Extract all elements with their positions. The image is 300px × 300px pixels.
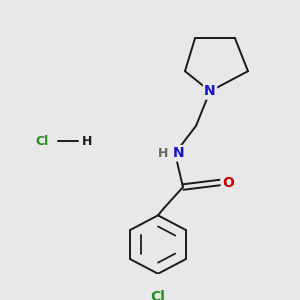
Text: H: H <box>82 135 92 148</box>
Text: O: O <box>222 176 234 190</box>
Text: Cl: Cl <box>151 290 165 300</box>
Text: H: H <box>158 147 168 160</box>
Text: N: N <box>204 84 216 98</box>
Text: Cl: Cl <box>35 135 49 148</box>
Text: N: N <box>173 146 185 160</box>
